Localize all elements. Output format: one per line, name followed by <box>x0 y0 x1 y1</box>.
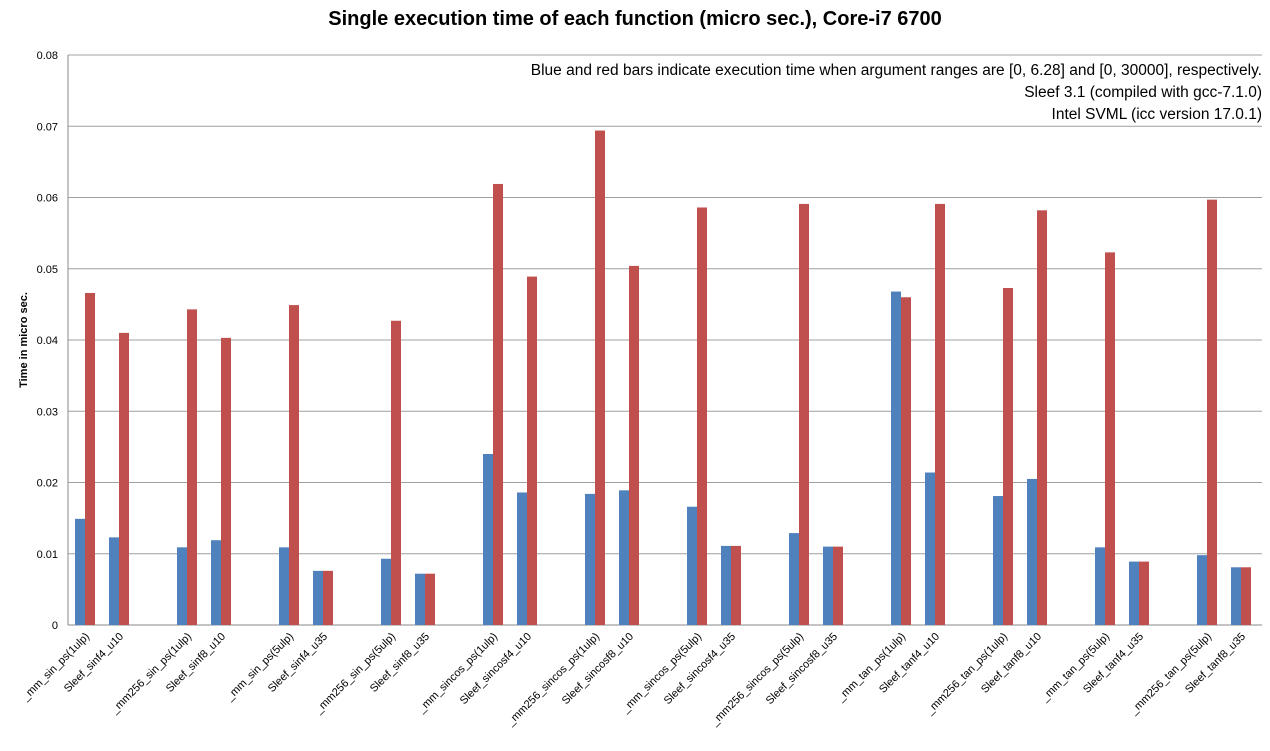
bar-blue <box>823 546 833 625</box>
y-tick-label: 0.03 <box>37 406 58 418</box>
bar-red <box>323 570 333 625</box>
x-tick-label: Sleef_sinf8_u10 <box>164 631 228 695</box>
bar-red <box>731 545 741 625</box>
bar-red <box>1241 567 1251 625</box>
bar-red <box>1003 287 1013 625</box>
y-tick-label: 0.07 <box>37 121 58 133</box>
bar-blue <box>211 540 221 625</box>
bar-blue <box>993 496 1003 625</box>
bar-blue <box>177 547 187 625</box>
y-tick-label: 0.01 <box>37 549 58 561</box>
bar-red <box>1139 561 1149 625</box>
bar-red <box>901 297 911 625</box>
bar-blue <box>721 545 731 625</box>
bar-blue <box>109 537 119 625</box>
bar-blue <box>75 518 85 625</box>
y-tick-label: 0 <box>52 620 58 632</box>
annotation-line: Sleef 3.1 (compiled with gcc-7.1.0) <box>1024 84 1262 101</box>
bar-blue <box>789 533 799 625</box>
bar-blue <box>1027 478 1037 625</box>
bar-red <box>595 130 605 625</box>
x-tick-label: Sleef_tanf8_u10 <box>979 631 1044 696</box>
x-tick-label: Sleef_sinf4_u10 <box>62 631 126 695</box>
chart-title: Single execution time of each function (… <box>328 8 942 30</box>
bar-blue <box>313 570 323 625</box>
bar-red <box>697 207 707 625</box>
bar-blue <box>381 558 391 625</box>
bar-blue <box>925 472 935 625</box>
annotation-box: Blue and red bars indicate execution tim… <box>531 60 1262 126</box>
bar-blue <box>1197 555 1207 625</box>
bar-blue <box>517 492 527 625</box>
y-tick-label: 0.02 <box>37 478 58 490</box>
bar-blue <box>483 454 493 625</box>
y-tick-label: 0.05 <box>37 264 58 276</box>
bar-red <box>289 305 299 625</box>
bar-red <box>493 183 503 625</box>
bar-red <box>391 320 401 625</box>
bar-blue <box>619 490 629 625</box>
bar-red <box>221 337 231 625</box>
bar-blue <box>279 547 289 625</box>
bar-red <box>527 276 537 625</box>
annotation-line: Blue and red bars indicate execution tim… <box>530 62 1262 79</box>
x-tick-label: Sleef_tanf4_u10 <box>877 631 942 696</box>
bar-blue <box>687 506 697 625</box>
bar-red <box>187 309 197 625</box>
bar-red <box>425 573 435 625</box>
bar-red <box>1105 252 1115 626</box>
bar-blue <box>891 291 901 625</box>
bar-blue <box>1231 567 1241 625</box>
y-tick-label: 0.04 <box>37 335 58 347</box>
x-tick-label: Sleef_tanf8_u35 <box>1183 631 1248 696</box>
x-tick-label: Sleef_sinf4_u35 <box>266 631 330 695</box>
y-tick-label: 0.08 <box>37 50 58 62</box>
annotation-line: Intel SVML (icc version 17.0.1) <box>1051 106 1262 123</box>
bar-red <box>629 265 639 625</box>
bar-red <box>1037 210 1047 625</box>
bar-red <box>85 292 95 625</box>
bar-red <box>935 203 945 625</box>
bar-red <box>833 546 843 625</box>
y-tick-label: 0.06 <box>37 193 58 205</box>
bar-red <box>799 203 809 625</box>
x-tick-label: Sleef_sinf8_u35 <box>368 631 432 695</box>
bar-red <box>119 332 129 625</box>
bar-red <box>1207 199 1217 625</box>
x-tick-label: Sleef_tanf4_u35 <box>1081 631 1146 696</box>
bar-blue <box>1129 561 1139 625</box>
bar-blue <box>585 493 595 625</box>
bar-blue <box>1095 547 1105 625</box>
bar-blue <box>415 573 425 625</box>
